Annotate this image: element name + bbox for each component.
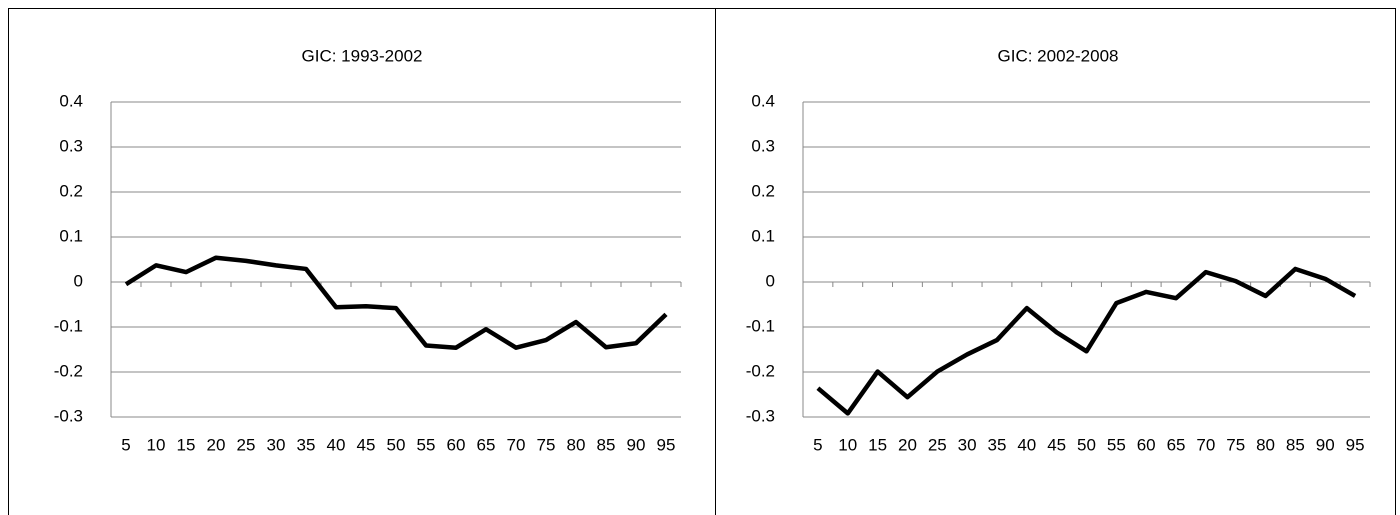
- x-tick-label: 30: [958, 435, 977, 454]
- x-tick-label: 95: [1346, 435, 1365, 454]
- x-tick-label: 40: [1017, 435, 1036, 454]
- x-tick-label: 25: [237, 435, 256, 454]
- x-tick-label: 85: [1286, 435, 1305, 454]
- panel-border: [715, 8, 1396, 515]
- x-tick-label: 15: [177, 435, 196, 454]
- x-tick-label: 45: [357, 435, 376, 454]
- x-tick-label: 80: [567, 435, 586, 454]
- y-tick-label: -0.1: [54, 316, 83, 335]
- x-tick-label: 70: [1196, 435, 1215, 454]
- y-tick-label: 0.1: [751, 226, 775, 245]
- y-tick-label: 0.4: [59, 91, 83, 110]
- y-tick-label: 0: [74, 271, 83, 290]
- y-tick-label: 0.1: [59, 226, 83, 245]
- x-tick-label: 55: [1107, 435, 1126, 454]
- y-tick-label: 0.2: [59, 181, 83, 200]
- x-tick-label: 60: [1137, 435, 1156, 454]
- y-tick-label: -0.1: [746, 316, 775, 335]
- x-tick-label: 55: [417, 435, 436, 454]
- x-tick-label: 85: [597, 435, 616, 454]
- x-tick-label: 75: [537, 435, 556, 454]
- chart-title: GIC: 1993-2002: [302, 46, 423, 65]
- x-tick-label: 50: [1077, 435, 1096, 454]
- x-tick-label: 35: [297, 435, 316, 454]
- series-line: [816, 266, 1357, 416]
- x-tick-label: 30: [267, 435, 286, 454]
- x-tick-label: 5: [813, 435, 822, 454]
- x-tick-label: 75: [1226, 435, 1245, 454]
- y-tick-label: 0.4: [751, 91, 775, 110]
- x-tick-label: 60: [447, 435, 466, 454]
- y-tick-label: -0.3: [746, 406, 775, 425]
- chart-title: GIC: 2002-2008: [998, 46, 1119, 65]
- y-tick-label: 0.3: [751, 136, 775, 155]
- y-tick-label: -0.2: [746, 361, 775, 380]
- x-tick-label: 45: [1047, 435, 1066, 454]
- x-tick-label: 25: [928, 435, 947, 454]
- x-tick-label: 15: [868, 435, 887, 454]
- y-tick-label: -0.3: [54, 406, 83, 425]
- x-tick-label: 65: [1167, 435, 1186, 454]
- series-line: [124, 255, 668, 350]
- y-tick-label: 0: [766, 271, 775, 290]
- x-tick-label: 95: [657, 435, 676, 454]
- x-tick-label: 90: [1316, 435, 1335, 454]
- x-tick-label: 70: [507, 435, 526, 454]
- x-tick-label: 65: [477, 435, 496, 454]
- x-tick-label: 10: [838, 435, 857, 454]
- x-tick-label: 10: [147, 435, 166, 454]
- x-tick-label: 80: [1256, 435, 1275, 454]
- x-tick-label: 90: [627, 435, 646, 454]
- x-tick-label: 5: [121, 435, 130, 454]
- x-tick-label: 20: [898, 435, 917, 454]
- y-tick-label: -0.2: [54, 361, 83, 380]
- x-tick-label: 50: [387, 435, 406, 454]
- y-tick-label: 0.2: [751, 181, 775, 200]
- x-tick-label: 35: [988, 435, 1007, 454]
- x-tick-label: 20: [207, 435, 226, 454]
- x-tick-label: 40: [327, 435, 346, 454]
- y-tick-label: 0.3: [59, 136, 83, 155]
